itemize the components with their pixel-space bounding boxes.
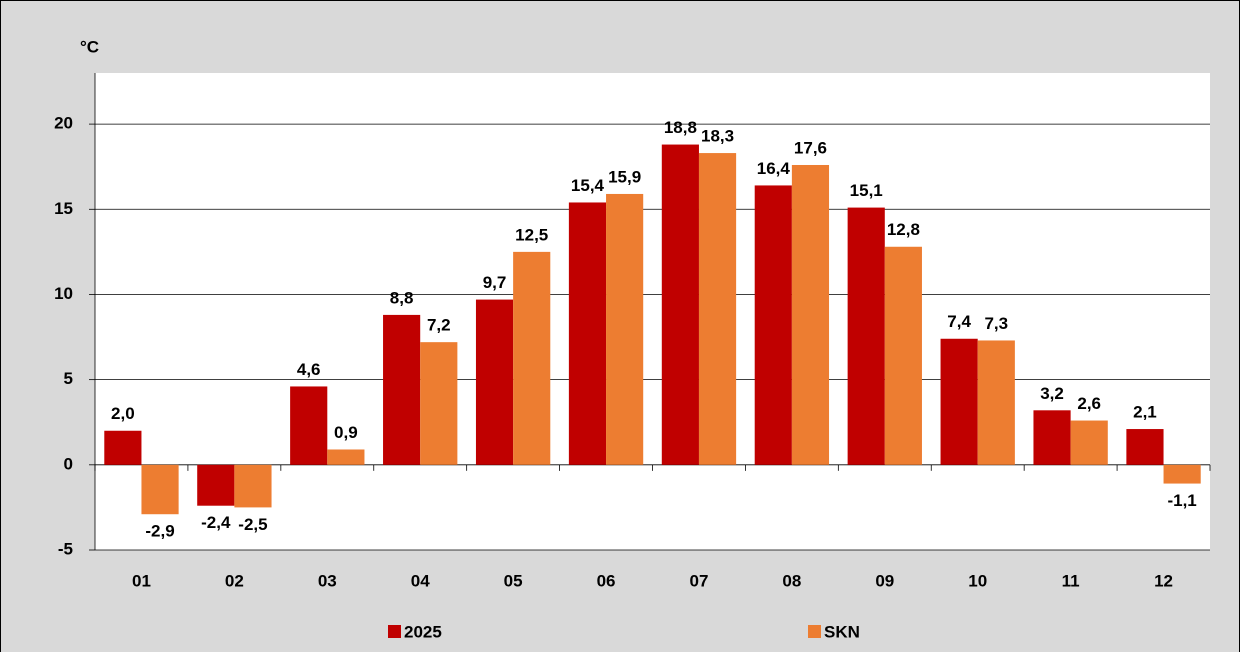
value-label: 12,8	[887, 220, 920, 239]
value-label: 2,6	[1077, 394, 1101, 413]
y-tick-label: 10	[54, 284, 73, 303]
bar	[327, 449, 365, 465]
value-label: -2,9	[145, 522, 174, 541]
bar	[698, 153, 737, 465]
x-tick-label: 12	[1154, 571, 1173, 590]
y-tick-label: 5	[64, 369, 73, 388]
value-label: 17,6	[794, 138, 827, 157]
bar	[420, 342, 458, 465]
legend-label: 2025	[404, 622, 442, 641]
bar	[104, 430, 142, 465]
bar	[383, 314, 421, 465]
bar	[606, 193, 644, 465]
bar	[475, 299, 514, 465]
bar	[1126, 429, 1164, 465]
x-tick-label: 02	[225, 571, 244, 590]
legend-swatch	[808, 625, 821, 638]
bar	[977, 340, 1015, 465]
value-label: 7,3	[984, 314, 1008, 333]
value-label: 12,5	[515, 225, 548, 244]
value-label: 0,9	[334, 423, 358, 442]
bar	[234, 464, 272, 508]
bar	[754, 185, 792, 465]
value-label: 7,4	[947, 312, 971, 331]
bar	[513, 251, 551, 465]
value-label: 7,2	[427, 316, 451, 335]
value-label: 15,4	[571, 176, 605, 195]
value-label: -1,1	[1167, 491, 1196, 510]
value-label: 4,6	[297, 360, 321, 379]
bar	[791, 164, 830, 465]
value-label: 16,4	[757, 159, 791, 178]
bar	[1033, 410, 1071, 465]
x-tick-label: 05	[504, 571, 523, 590]
x-tick-label: 09	[875, 571, 894, 590]
value-label: 8,8	[390, 288, 414, 307]
value-label: -2,4	[201, 513, 231, 532]
value-label: 15,9	[608, 167, 641, 186]
y-axis-label: °C	[80, 37, 99, 56]
value-label: 3,2	[1040, 384, 1064, 403]
x-tick-label: 01	[132, 571, 151, 590]
x-tick-label: 04	[411, 571, 430, 590]
bar	[940, 338, 978, 465]
x-tick-label: 07	[689, 571, 708, 590]
value-label: 18,3	[701, 127, 734, 146]
x-tick-label: 08	[782, 571, 801, 590]
value-label: 2,1	[1133, 403, 1157, 422]
bar	[1070, 420, 1108, 465]
y-tick-label: 0	[64, 454, 73, 473]
bar	[1163, 464, 1201, 484]
value-label: 18,8	[664, 118, 697, 137]
bar	[884, 246, 922, 465]
value-label: -2,5	[238, 515, 267, 534]
legend-swatch	[388, 625, 401, 638]
x-tick-label: 10	[968, 571, 987, 590]
bar	[661, 144, 699, 465]
bar	[290, 386, 328, 465]
bar	[847, 207, 885, 465]
y-tick-label: 20	[54, 114, 73, 133]
y-tick-label: 15	[54, 199, 73, 218]
value-label: 15,1	[850, 181, 883, 200]
legend-label: SKN	[824, 622, 860, 641]
x-tick-label: 03	[318, 571, 337, 590]
y-tick-label: -5	[58, 539, 73, 558]
value-label: 2,0	[111, 404, 135, 423]
bar	[197, 464, 235, 506]
x-tick-label: 06	[597, 571, 616, 590]
x-tick-label: 11	[1062, 571, 1080, 590]
bar	[141, 464, 179, 515]
bar	[568, 202, 607, 465]
value-label: 9,7	[483, 273, 507, 292]
